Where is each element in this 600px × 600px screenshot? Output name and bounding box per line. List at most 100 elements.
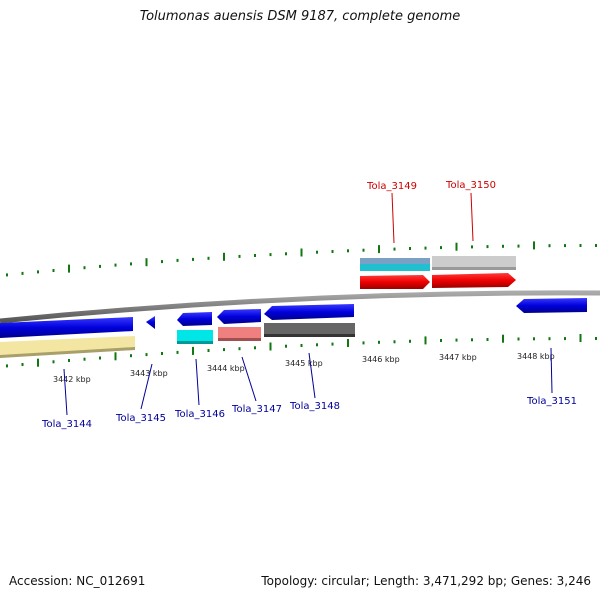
- kbp-label: 3442 kbp: [53, 375, 91, 384]
- category-bar: [360, 258, 430, 265]
- tick-mark: [269, 253, 272, 257]
- tick-mark: [316, 250, 318, 254]
- tick-mark: [455, 338, 458, 342]
- gene-arrow-tola-3150[interactable]: [432, 273, 516, 288]
- tick-mark: [533, 337, 535, 341]
- tick-mark: [517, 244, 520, 248]
- category-bar: [0, 347, 135, 358]
- gene-arrow-tola-3146[interactable]: [177, 312, 212, 326]
- gene-label-tola-3144[interactable]: Tola_3144: [41, 419, 92, 430]
- tick-mark: [378, 340, 380, 344]
- tick-mark: [409, 247, 411, 250]
- leader-line: [195, 358, 200, 406]
- tick-mark: [145, 353, 148, 357]
- tick-mark: [579, 244, 582, 247]
- gene-label-tola-3150[interactable]: Tola_3150: [445, 180, 496, 191]
- category-bar: [177, 330, 213, 342]
- tick-mark: [238, 254, 241, 258]
- tick-mark: [21, 363, 24, 366]
- tick-mark: [440, 246, 442, 250]
- gene-label-tola-3151[interactable]: Tola_3151: [526, 396, 577, 407]
- gene-arrow-tola-3144[interactable]: [0, 317, 133, 338]
- tick-mark: [176, 258, 179, 262]
- tick-mark: [52, 269, 55, 272]
- tick-mark: [347, 339, 349, 347]
- tick-mark: [130, 262, 132, 266]
- category-bar: [0, 336, 135, 357]
- tick-mark: [300, 344, 303, 347]
- tick-mark: [145, 258, 148, 267]
- tick-mark: [393, 247, 396, 251]
- tick-mark: [486, 338, 489, 341]
- gene-arrow-tola-3151[interactable]: [516, 298, 587, 313]
- upper-tick-row: [6, 241, 597, 277]
- tick-mark: [564, 244, 566, 248]
- tick-mark: [579, 334, 582, 342]
- tick-mark: [238, 347, 241, 351]
- gene-arrow-tola-3149[interactable]: [360, 275, 430, 289]
- category-bar: [177, 341, 213, 344]
- gene-label-tola-3147[interactable]: Tola_3147: [231, 404, 282, 415]
- gene-label-tola-3146[interactable]: Tola_3146: [174, 409, 225, 420]
- category-bar: [432, 256, 516, 268]
- tick-mark: [362, 341, 365, 345]
- kbp-label: 3444 kbp: [207, 364, 245, 373]
- category-bar: [432, 267, 516, 270]
- gene-arrow-tola-3148[interactable]: [264, 304, 354, 320]
- tick-mark: [83, 266, 86, 270]
- leader-line: [550, 347, 553, 394]
- category-bar: [218, 327, 261, 339]
- tick-mark: [207, 349, 210, 352]
- tick-mark: [52, 360, 55, 364]
- tick-mark: [37, 358, 39, 367]
- kbp-label: 3445 kbp: [285, 359, 323, 368]
- tick-mark: [471, 338, 473, 342]
- category-bar: [264, 334, 355, 337]
- gene-labels: Tola_3144 Tola_3145 Tola_3146 Tola_3147 …: [41, 180, 577, 430]
- tick-mark: [502, 244, 504, 248]
- tick-mark: [130, 354, 132, 358]
- tick-mark: [331, 250, 334, 253]
- tick-mark: [409, 339, 411, 343]
- tick-mark: [114, 263, 117, 267]
- leader-line: [391, 192, 395, 244]
- leader-line: [470, 192, 474, 242]
- genome-backbone: [0, 290, 600, 324]
- leader-line: [241, 356, 257, 402]
- tick-mark: [161, 352, 163, 355]
- gene-label-tola-3145[interactable]: Tola_3145: [115, 413, 166, 424]
- kbp-label: 3447 kbp: [439, 353, 477, 362]
- tick-mark: [502, 334, 504, 343]
- tick-mark: [99, 264, 101, 268]
- tick-mark: [68, 264, 70, 273]
- gene-label-tola-3148[interactable]: Tola_3148: [289, 401, 340, 412]
- kbp-label: 3443 kbp: [130, 369, 168, 378]
- label-leaders: [63, 192, 553, 416]
- kbp-axis: 3442 kbp 3443 kbp 3444 kbp 3445 kbp 3446…: [53, 352, 555, 384]
- tick-mark: [455, 242, 458, 251]
- tick-mark: [269, 342, 272, 351]
- tick-mark: [424, 336, 427, 345]
- category-bar: [360, 264, 430, 271]
- gene-arrow-tola-3145[interactable]: [146, 316, 155, 329]
- tick-mark: [378, 245, 380, 254]
- kbp-label: 3446 kbp: [362, 355, 400, 364]
- gene-arrow-tola-3147[interactable]: [217, 309, 261, 324]
- gene-arrows: [0, 273, 587, 338]
- tick-mark: [362, 248, 365, 252]
- tick-mark: [285, 252, 287, 256]
- tick-mark: [83, 357, 86, 361]
- accession-text: Accession: NC_012691: [9, 574, 146, 588]
- tick-mark: [6, 273, 8, 277]
- tick-mark: [192, 257, 194, 261]
- tick-mark: [440, 339, 442, 342]
- tick-mark: [254, 254, 256, 257]
- tick-mark: [6, 364, 8, 368]
- lower-tick-row: [6, 334, 597, 368]
- category-ring: [0, 256, 516, 358]
- tick-mark: [21, 271, 24, 275]
- tick-mark: [254, 346, 256, 350]
- gene-label-tola-3149[interactable]: Tola_3149: [366, 181, 417, 192]
